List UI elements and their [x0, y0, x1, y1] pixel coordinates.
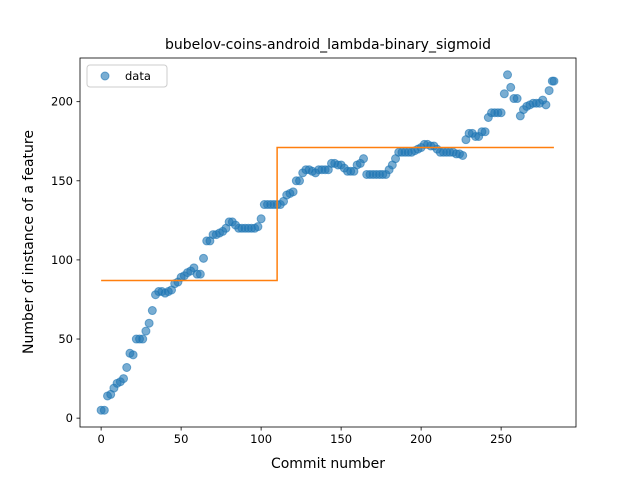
data-point [458, 150, 468, 160]
data-point [503, 70, 513, 80]
legend-marker [100, 71, 110, 81]
legend-box [86, 64, 168, 88]
data-point [144, 318, 154, 328]
x-axis-label: Commit number [271, 456, 385, 472]
data-point [128, 350, 138, 360]
data-point [147, 306, 157, 316]
data-point [549, 76, 559, 86]
y-tick-label: 50 [58, 332, 73, 346]
data-point [506, 82, 516, 92]
y-axis-label: Number of instance of a feature [21, 130, 37, 354]
x-tick-label: 150 [330, 432, 352, 446]
chart-title: bubelov-coins-android_lambda-binary_sigm… [165, 37, 491, 53]
y-tick-label: 0 [66, 411, 73, 425]
step-line [101, 146, 554, 282]
x-tick-label: 100 [250, 432, 272, 446]
data-point [512, 94, 522, 104]
data-point [256, 214, 266, 224]
data-point [141, 326, 151, 336]
data-point [99, 405, 109, 415]
y-tick-label: 150 [51, 174, 73, 188]
data-point [480, 127, 490, 137]
data-point [253, 222, 263, 232]
data-point [544, 86, 554, 96]
x-tick-label: 200 [410, 432, 432, 446]
y-tick-label: 200 [51, 95, 73, 109]
data-point [122, 363, 132, 373]
data-point [359, 154, 369, 164]
legend-label: data [125, 69, 151, 83]
data-point [295, 176, 305, 186]
y-tick-label: 100 [51, 253, 73, 267]
data-point [138, 334, 148, 344]
x-tick-label: 0 [97, 432, 104, 446]
data-point [119, 374, 129, 384]
data-point [288, 187, 298, 197]
data-point [541, 100, 551, 110]
x-tick-label: 250 [490, 432, 512, 446]
data-point [496, 108, 506, 118]
data-point [499, 89, 509, 99]
x-tick-label: 50 [174, 432, 189, 446]
data-point [199, 253, 209, 263]
plot-frame [79, 57, 577, 428]
data-point [195, 269, 205, 279]
